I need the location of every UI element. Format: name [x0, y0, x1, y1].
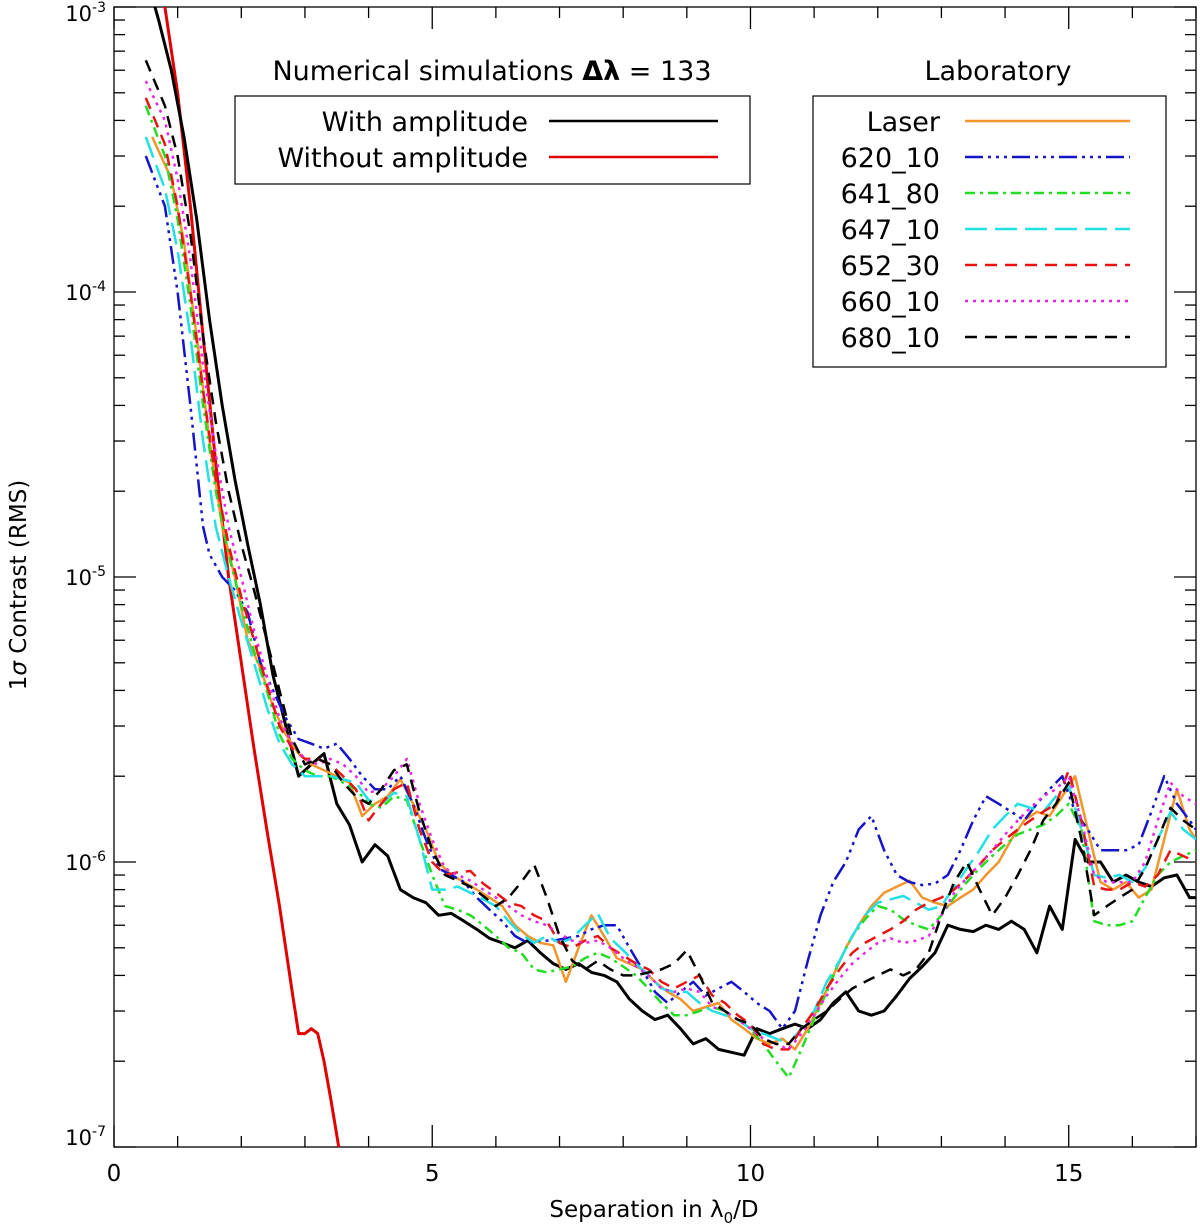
y-tick-label: 10-3: [65, 0, 106, 26]
y-tick-label: 10-7: [65, 1124, 106, 1150]
legend-simulations: Numerical simulations Δλ = 133 With ampl…: [234, 56, 751, 185]
legend-sim-box: [234, 95, 751, 185]
legend-label: Laser: [867, 107, 941, 138]
legend-label: 680_10: [841, 323, 940, 354]
legend-label: Without amplitude: [277, 143, 528, 174]
series-line-without_amplitude: [163, 7, 341, 1147]
series-line-f660: [144, 80, 1196, 1051]
axis-ticks: [113, 6, 1197, 1148]
x-tick-label: 5: [425, 1161, 440, 1187]
series-line-f641: [144, 105, 1196, 1079]
legend-lab-title: Laboratory: [924, 56, 1071, 87]
series-layer: [144, 7, 1196, 1147]
axis-tick-labels: 0 5 10 15 10-7 10-6 10-5 10-4 10-3: [65, 0, 1083, 1187]
series-line-laser: [151, 136, 1196, 1051]
series-line-f620: [144, 155, 1196, 1030]
y-tick-label: 10-6: [65, 849, 106, 875]
legend-label: 647_10: [841, 215, 940, 246]
series-line-f680: [144, 59, 1196, 1046]
y-axis-label: 1σ Contrast (RMS): [6, 480, 32, 691]
legend-label: 652_30: [841, 251, 940, 282]
x-tick-label: 15: [1054, 1161, 1083, 1187]
legend-label: 641_80: [841, 179, 940, 210]
legend-label: With amplitude: [322, 107, 528, 138]
legend-sim-title: Numerical simulations Δλ = 133: [272, 56, 711, 87]
y-tick-label: 10-4: [65, 279, 106, 305]
x-tick-label: 0: [107, 1161, 122, 1187]
x-tick-label: 10: [736, 1161, 765, 1187]
y-tick-label: 10-5: [65, 564, 106, 590]
x-axis-label: Separation in λ0/D: [549, 1197, 758, 1226]
legend-label: 660_10: [841, 287, 940, 318]
legend-laboratory: Laboratory Laser 620_10 641_80 647_10 652_30…: [812, 56, 1167, 368]
series-line-with_amplitude: [153, 7, 1196, 1057]
legend-lab-box: [812, 95, 1167, 368]
legend-label: 620_10: [841, 143, 940, 174]
